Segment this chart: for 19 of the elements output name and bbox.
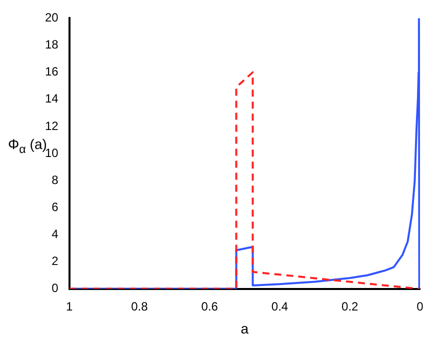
y-tick-label: 14 [44,92,59,106]
y-tick-label: 10 [44,146,59,160]
y-tick-label: 16 [44,64,59,79]
y-tick-label: 2 [52,254,59,268]
x-tick-label: 0.6 [201,299,218,314]
x-tick-label: 0.2 [342,299,359,314]
y-tick-label: 20 [44,10,59,25]
y-tick-label: 6 [52,200,59,214]
x-tick-label: 0.4 [271,299,288,314]
y-tick-label: 8 [52,172,59,187]
y-tick-label: 0 [52,281,59,296]
y-tick-label: 18 [44,38,59,52]
x-tick-label: 0 [416,299,424,314]
x-axis-title: a [240,320,249,336]
x-tick-label: 0.8 [131,299,148,314]
x-tick-label: 1 [66,299,74,314]
y-tick-label: 12 [44,118,59,133]
y-tick-label: 4 [52,226,59,241]
y-axis-title: Φ$_{α}$ (a) [8,136,47,156]
